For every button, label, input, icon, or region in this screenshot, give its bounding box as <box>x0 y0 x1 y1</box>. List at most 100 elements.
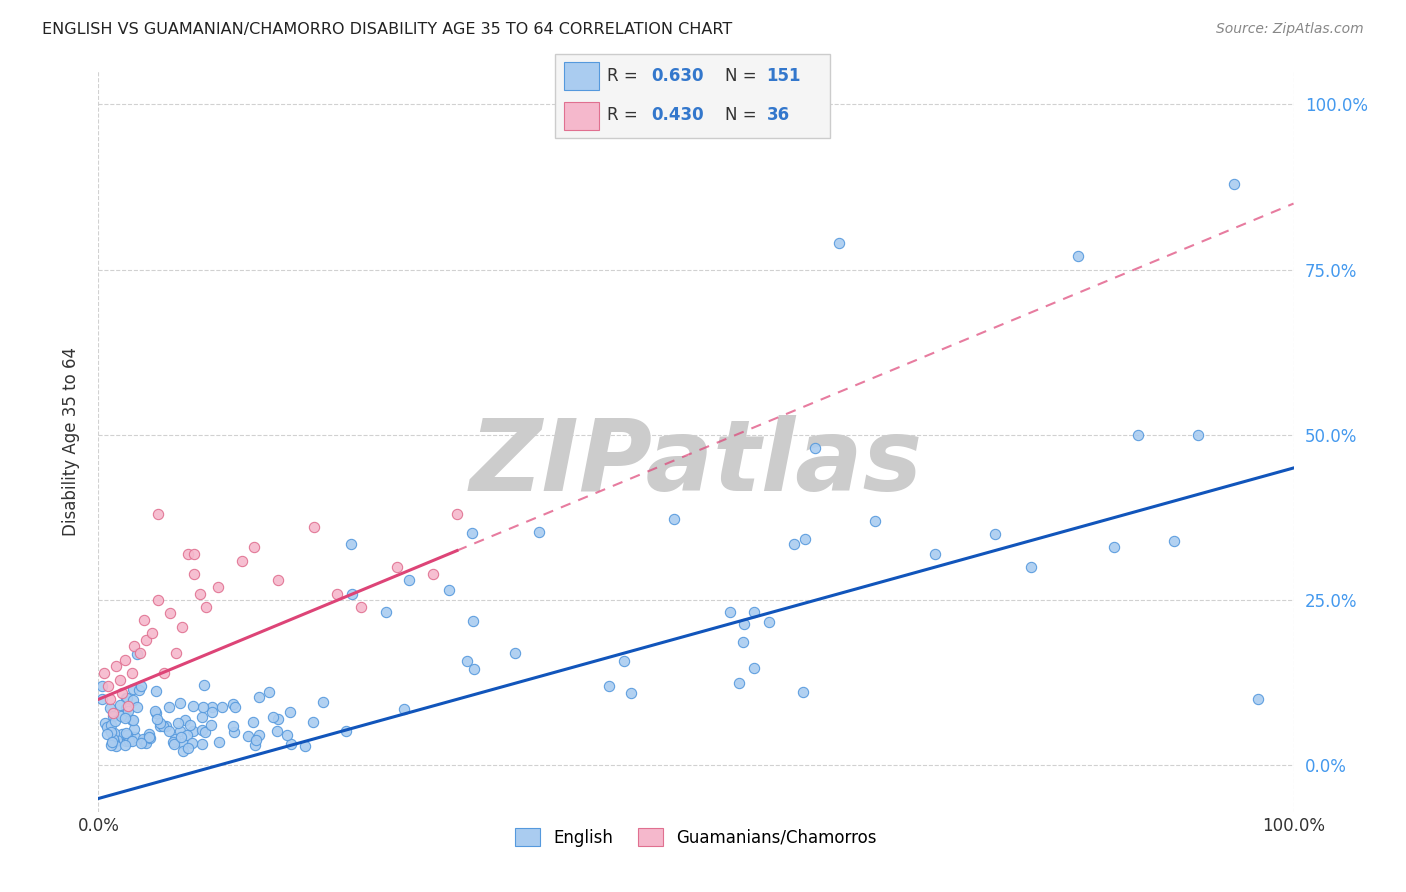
Point <box>1223 177 1246 191</box>
Point <box>243 541 266 555</box>
Point <box>118 734 141 748</box>
Point <box>90 692 112 706</box>
Point <box>247 728 270 742</box>
Point <box>456 654 478 668</box>
Point <box>742 661 765 675</box>
Point <box>733 635 755 649</box>
Point <box>132 732 155 747</box>
Point <box>262 710 284 724</box>
Point <box>96 720 118 734</box>
Point <box>276 728 298 742</box>
Point <box>115 726 138 740</box>
Point <box>149 719 172 733</box>
Point <box>794 532 817 546</box>
Point <box>153 665 176 680</box>
Point <box>278 705 301 719</box>
Point <box>117 704 139 718</box>
Point <box>93 665 115 680</box>
Text: N =: N = <box>725 106 762 124</box>
Point <box>115 728 138 742</box>
Point <box>1019 560 1042 574</box>
Point <box>231 553 253 567</box>
Point <box>135 731 157 746</box>
Point <box>191 710 214 724</box>
Point <box>105 732 128 747</box>
Point <box>340 587 363 601</box>
Point <box>129 679 152 693</box>
Point <box>100 717 122 731</box>
Point <box>280 737 302 751</box>
Point <box>620 686 643 700</box>
Point <box>121 734 143 748</box>
Point <box>335 724 357 739</box>
Point <box>111 686 134 700</box>
Point <box>162 734 184 748</box>
Point <box>312 695 335 709</box>
Text: ZIPatlas: ZIPatlas <box>470 416 922 512</box>
Point <box>195 599 218 614</box>
Legend: English, Guamanians/Chamorros: English, Guamanians/Chamorros <box>510 822 882 852</box>
Point <box>172 736 194 750</box>
Point <box>146 712 169 726</box>
Text: 0.430: 0.430 <box>651 106 704 124</box>
Point <box>159 607 181 621</box>
Point <box>138 727 160 741</box>
Point <box>124 731 146 745</box>
Point <box>121 682 143 697</box>
Point <box>222 719 245 733</box>
Y-axis label: Disability Age 35 to 64: Disability Age 35 to 64 <box>62 347 80 536</box>
Point <box>104 739 127 754</box>
Point <box>101 735 124 749</box>
Point <box>267 712 290 726</box>
Point <box>100 725 122 739</box>
Point <box>505 646 527 660</box>
Point <box>224 699 246 714</box>
Point <box>110 709 132 723</box>
Point <box>127 700 149 714</box>
Point <box>613 654 636 668</box>
Point <box>103 726 125 740</box>
Point <box>984 527 1007 541</box>
Point <box>181 724 204 739</box>
Point <box>236 730 259 744</box>
Point <box>461 526 484 541</box>
Point <box>134 735 156 749</box>
Point <box>157 723 180 738</box>
Point <box>744 605 766 619</box>
Point <box>93 716 115 731</box>
Point <box>463 614 485 628</box>
Point <box>529 525 551 540</box>
Point <box>733 616 755 631</box>
Point <box>245 733 267 747</box>
Point <box>176 728 198 742</box>
Point <box>114 739 136 753</box>
Point <box>115 691 138 706</box>
Point <box>125 647 148 661</box>
Point <box>177 547 200 561</box>
Point <box>207 580 229 594</box>
Point <box>114 653 136 667</box>
Point <box>374 605 396 619</box>
Point <box>108 673 131 687</box>
Point <box>294 739 316 753</box>
Point <box>105 659 128 673</box>
Point <box>267 574 290 588</box>
Text: 151: 151 <box>766 67 801 85</box>
Point <box>149 716 172 731</box>
Point <box>98 701 121 715</box>
Point <box>201 705 224 719</box>
Point <box>193 678 215 692</box>
Point <box>122 713 145 727</box>
Point <box>104 714 127 728</box>
Point <box>446 508 468 522</box>
Point <box>257 685 280 699</box>
Point <box>101 731 124 746</box>
Text: ENGLISH VS GUAMANIAN/CHAMORRO DISABILITY AGE 35 TO 64 CORRELATION CHART: ENGLISH VS GUAMANIAN/CHAMORRO DISABILITY… <box>42 22 733 37</box>
Point <box>121 713 143 727</box>
Point <box>728 676 751 690</box>
Point <box>804 441 827 455</box>
Point <box>100 739 122 753</box>
Point <box>135 736 157 750</box>
Point <box>122 692 145 706</box>
Point <box>200 718 222 732</box>
